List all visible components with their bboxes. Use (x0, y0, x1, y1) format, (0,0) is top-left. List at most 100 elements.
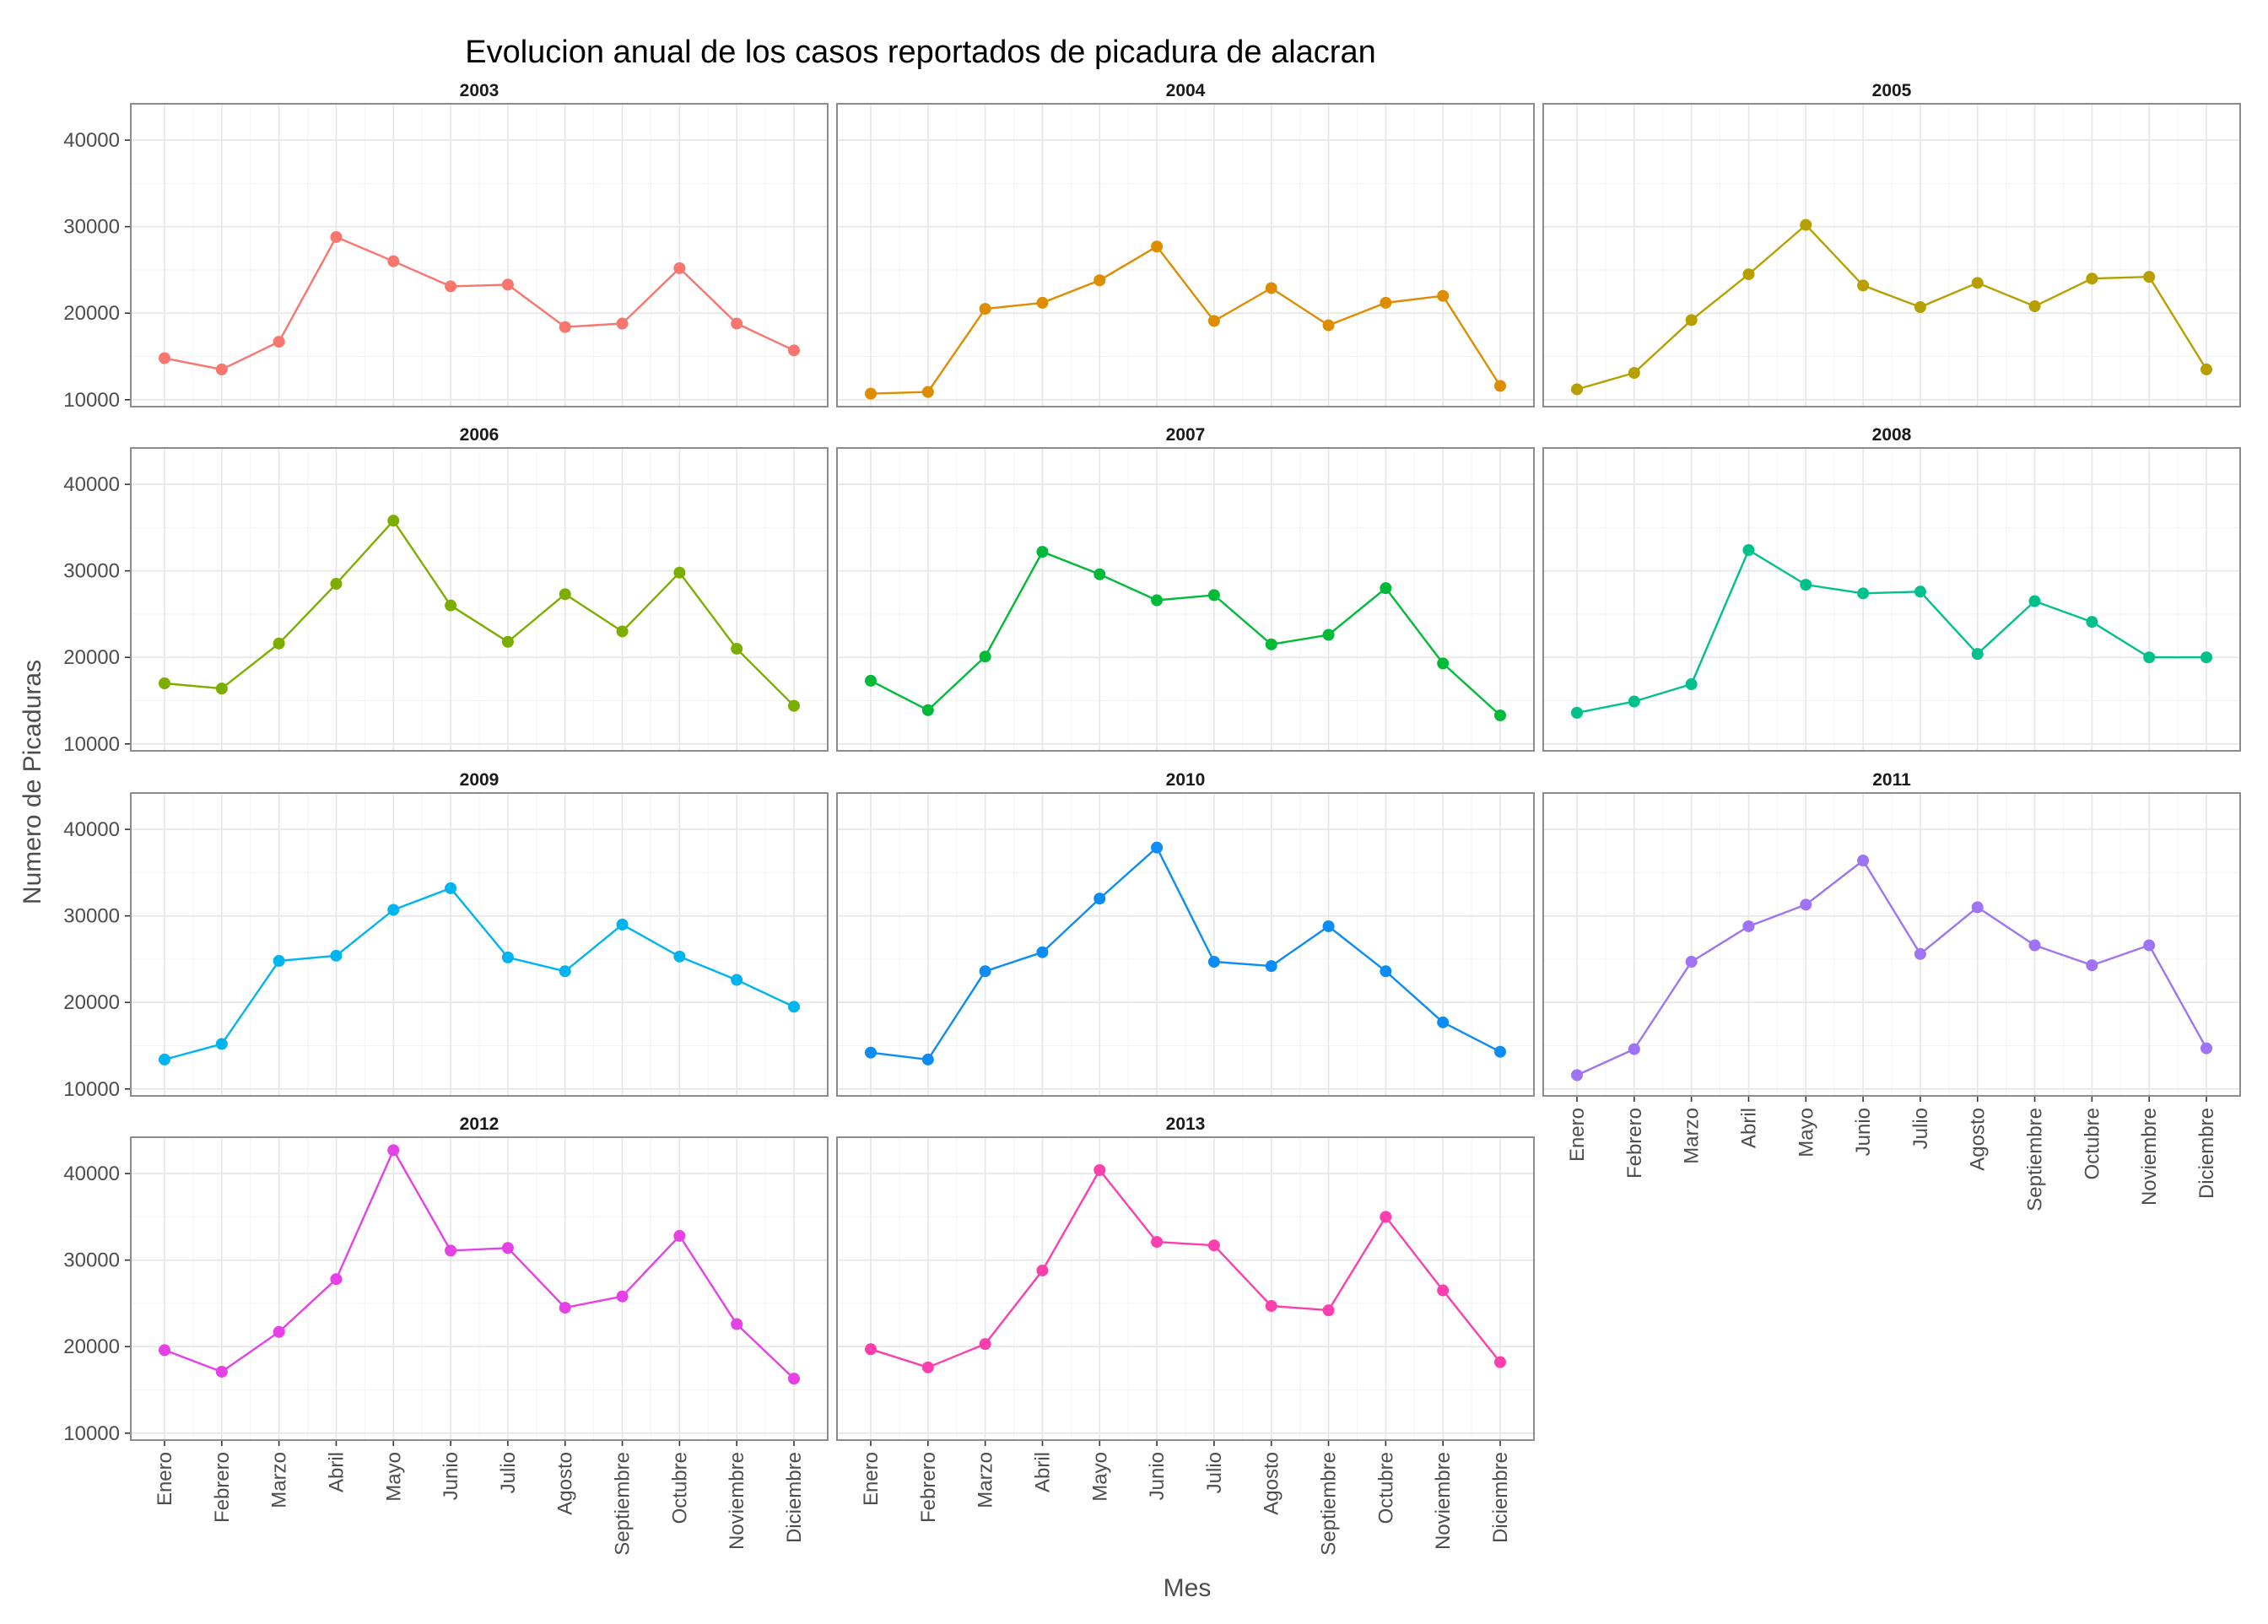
data-point-2008 (1914, 585, 1926, 598)
data-point-2004 (1265, 282, 1277, 294)
data-point-2004 (979, 303, 991, 316)
series-line-2012 (164, 1149, 795, 1380)
panel-border (836, 103, 1535, 407)
facet-strip-title: 2010 (1166, 770, 1206, 790)
panel-border (1542, 103, 2241, 407)
data-point-2003 (387, 255, 400, 267)
x-tick-label: Diciembre (2195, 1108, 2218, 1199)
data-point-2013 (1494, 1356, 1506, 1368)
panel-border (1542, 447, 2241, 752)
data-point-2013 (1094, 1163, 1106, 1176)
data-point-2013 (1437, 1284, 1450, 1297)
data-point-2004 (1151, 240, 1164, 253)
facet-strip-title: 2004 (1166, 81, 1206, 100)
data-point-2011 (1857, 855, 1870, 867)
data-point-2007 (921, 704, 934, 716)
data-point-2011 (1800, 898, 1812, 911)
data-point-2007 (1151, 594, 1164, 607)
data-point-2005 (2200, 363, 2212, 375)
data-point-2004 (1322, 319, 1335, 332)
data-point-2012 (387, 1144, 400, 1157)
data-point-2013 (979, 1338, 991, 1351)
x-tick-label: Noviembre (1432, 1452, 1455, 1550)
data-point-2013 (921, 1361, 934, 1373)
y-tick-label: 10000 (63, 1422, 120, 1445)
data-point-2012 (731, 1318, 743, 1330)
data-point-2006 (501, 635, 514, 648)
data-point-2010 (1036, 946, 1049, 958)
data-point-2003 (273, 336, 285, 348)
x-tick-label: Mayo (1795, 1108, 1817, 1157)
x-tick-label: Abril (325, 1452, 348, 1492)
data-point-2009 (215, 1038, 228, 1050)
panel-2012: 2012 10000 20000 30000 40000 Enero Febrero Marz… (63, 1114, 829, 1556)
data-point-2003 (215, 363, 228, 375)
x-tick-label: Enero (860, 1452, 883, 1506)
data-point-2004 (1036, 296, 1049, 309)
data-point-2005 (1571, 383, 1583, 396)
panel-2011: 2011 Enero Febrero Marzo Abril Mayo Junio Julio… (1542, 770, 2241, 1211)
data-point-2010 (1265, 960, 1277, 973)
x-tick-label: Septiembre (612, 1452, 634, 1556)
data-point-2011 (1685, 956, 1698, 968)
data-point-2005 (1914, 301, 1926, 314)
x-tick-label: Julio (497, 1452, 520, 1493)
panel-border (130, 1136, 829, 1441)
data-point-2004 (1437, 289, 1450, 302)
data-point-2013 (1265, 1300, 1277, 1313)
facet-strip-title: 2005 (1872, 81, 1912, 100)
data-point-2010 (921, 1053, 934, 1066)
data-point-2004 (1094, 274, 1106, 287)
data-point-2005 (1742, 268, 1755, 281)
series-line-2011 (1576, 859, 2208, 1076)
x-tick-label: Octubre (2081, 1108, 2103, 1179)
x-tick-label: Enero (154, 1452, 176, 1506)
data-point-2006 (616, 625, 629, 638)
data-point-2011 (1971, 901, 1984, 914)
data-point-2012 (559, 1302, 571, 1314)
chart-title: Evolucion anual de los casos reportados … (465, 35, 1375, 70)
data-point-2006 (330, 578, 343, 591)
data-point-2007 (1380, 582, 1392, 595)
facet-panels: 2003 10000 20000 30000 40000 2004 2005 2006 1000… (63, 81, 2241, 1556)
y-tick-label: 10000 (63, 389, 120, 412)
data-point-2008 (1857, 587, 1870, 600)
data-point-2010 (1151, 841, 1164, 854)
x-tick-label: Mayo (382, 1452, 405, 1502)
data-point-2013 (1322, 1304, 1335, 1317)
data-point-2007 (979, 650, 991, 663)
x-tick-label: Junio (1146, 1452, 1169, 1500)
x-tick-label: Febrero (917, 1452, 940, 1523)
x-tick-label: Mayo (1088, 1452, 1111, 1502)
facet-strip-title: 2009 (460, 770, 500, 790)
x-tick-label: Marzo (1681, 1108, 1704, 1164)
data-point-2007 (865, 674, 877, 687)
data-point-2010 (1437, 1016, 1450, 1028)
series-line-2008 (1576, 548, 2206, 715)
data-point-2007 (1094, 568, 1106, 580)
facet-strip-title: 2008 (1872, 425, 1912, 445)
data-point-2005 (1971, 277, 1984, 289)
data-point-2007 (1036, 546, 1049, 558)
panel-border (1542, 792, 2241, 1097)
data-point-2007 (1322, 629, 1335, 641)
data-point-2013 (1380, 1211, 1392, 1223)
facet-strip-title: 2007 (1166, 425, 1206, 445)
data-point-2008 (1685, 678, 1698, 691)
data-point-2008 (1742, 544, 1755, 557)
data-point-2010 (865, 1046, 877, 1059)
x-tick-label: Noviembre (726, 1452, 748, 1550)
data-point-2005 (1628, 366, 1640, 379)
series-line-2005 (1576, 224, 2208, 391)
data-point-2010 (1094, 893, 1106, 905)
panel-border (130, 792, 829, 1097)
data-point-2011 (2086, 959, 2098, 972)
data-point-2008 (1971, 648, 1984, 661)
x-tick-label: Julio (1203, 1452, 1226, 1493)
data-point-2003 (559, 321, 571, 333)
data-point-2012 (501, 1242, 514, 1254)
data-point-2005 (2028, 300, 2041, 313)
panel-2008: 2008 (1542, 425, 2241, 752)
series-line-2013 (870, 1168, 1501, 1369)
x-tick-label: Marzo (268, 1452, 291, 1508)
